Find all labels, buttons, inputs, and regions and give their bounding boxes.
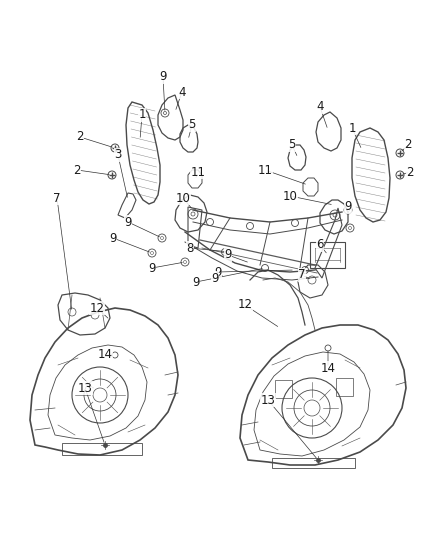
Text: 11: 11 [258,164,272,176]
Text: 2: 2 [404,139,412,151]
Text: 13: 13 [261,393,276,407]
Text: 6: 6 [316,238,324,252]
Text: 9: 9 [224,248,232,262]
Text: 10: 10 [176,191,191,205]
Text: 12: 12 [237,298,252,311]
Text: 9: 9 [159,70,167,84]
Text: 3: 3 [114,149,122,161]
Text: 9: 9 [192,276,200,288]
Text: 7: 7 [298,269,306,281]
Text: 5: 5 [288,139,296,151]
Text: 1: 1 [138,109,146,122]
Text: 10: 10 [283,190,297,203]
Text: 9: 9 [214,265,222,279]
Text: 7: 7 [53,191,61,205]
Text: 13: 13 [78,382,92,394]
Text: 1: 1 [348,122,356,134]
Text: 4: 4 [316,101,324,114]
Text: 11: 11 [191,166,205,179]
Text: 9: 9 [344,200,352,214]
Text: 9: 9 [211,271,219,285]
Text: 14: 14 [98,349,113,361]
Text: 4: 4 [178,85,186,99]
Text: 2: 2 [73,164,81,176]
Text: 2: 2 [406,166,414,179]
Text: 2: 2 [76,131,84,143]
Text: 9: 9 [109,231,117,245]
Text: 5: 5 [188,118,196,132]
Text: 12: 12 [89,302,105,314]
Text: 8: 8 [186,241,194,254]
Text: 9: 9 [124,215,132,229]
Text: 14: 14 [321,361,336,375]
Text: 9: 9 [148,262,156,274]
